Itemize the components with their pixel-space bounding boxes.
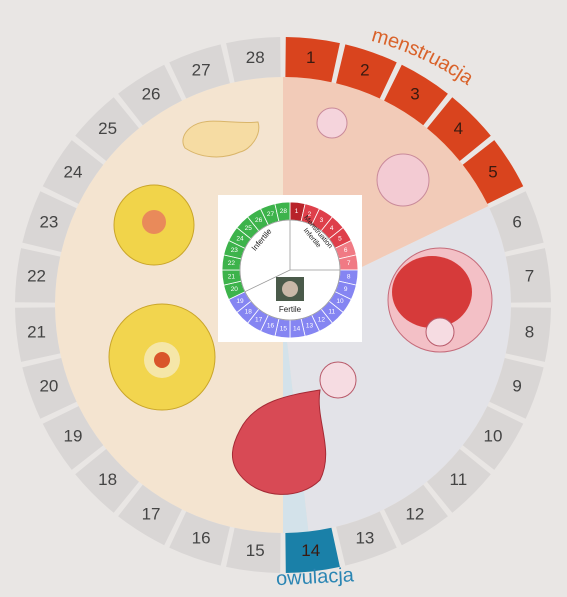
day-label: 1	[306, 48, 315, 67]
inset-day-label: 14	[293, 325, 301, 332]
day-label: 8	[525, 322, 534, 341]
inset-day-label: 11	[328, 308, 335, 315]
inset-day-label: 4	[330, 225, 334, 232]
day-label: 20	[39, 376, 58, 395]
inset-day-label: 9	[344, 286, 348, 293]
day-label: 12	[405, 504, 424, 523]
inset-label: Fertile	[279, 305, 302, 314]
inset-day-label: 12	[318, 317, 326, 324]
day-label: 3	[410, 84, 419, 103]
corpus-core	[154, 352, 170, 368]
day-label: 14	[301, 541, 320, 560]
day-label: 19	[64, 426, 83, 445]
inset-day-label: 15	[280, 325, 288, 332]
day-label: 23	[39, 213, 58, 232]
inset-day-label: 1	[295, 208, 299, 215]
oocyte	[426, 318, 454, 346]
inset-day-label: 24	[236, 235, 244, 242]
inset-day-label: 5	[338, 235, 342, 242]
day-label: 9	[512, 376, 521, 395]
inset-day-label: 27	[267, 211, 275, 218]
inset-day-label: 16	[267, 322, 275, 329]
day-label: 6	[512, 213, 521, 232]
day-label: 18	[98, 470, 117, 489]
day-label: 5	[488, 163, 497, 182]
day-label: 28	[246, 48, 265, 67]
follicle-antrum	[392, 256, 472, 328]
inset-day-label: 8	[347, 273, 351, 280]
day-label: 11	[450, 470, 468, 489]
follicle-small	[317, 108, 347, 138]
inset-day-label: 17	[255, 317, 263, 324]
inset-day-label: 22	[228, 260, 236, 267]
inset-day-label: 21	[228, 273, 236, 280]
day-label: 4	[454, 119, 463, 138]
day-label: 13	[355, 529, 374, 548]
inset-day-label: 25	[245, 225, 253, 232]
day-label: 15	[246, 541, 265, 560]
follicle	[377, 154, 429, 206]
day-label: 10	[484, 426, 503, 445]
day-label: 7	[525, 267, 534, 286]
day-label: 25	[98, 119, 117, 138]
day-label: 22	[27, 267, 46, 286]
inset-day-label: 13	[306, 322, 314, 329]
inset-icon-face	[282, 281, 298, 297]
day-label: 21	[27, 322, 46, 341]
inset-day-label: 20	[231, 286, 239, 293]
inset-day-label: 10	[336, 298, 344, 305]
inset-day-label: 26	[255, 217, 263, 224]
ovulation-label: owulacja	[276, 564, 356, 590]
inset-day-label: 3	[320, 217, 324, 224]
day-label: 17	[142, 504, 161, 523]
inset-day-label: 18	[245, 308, 253, 315]
inset-day-label: 6	[344, 247, 348, 254]
day-label: 27	[192, 60, 211, 79]
ovulated-oocyte	[320, 362, 356, 398]
day-label: 16	[192, 529, 211, 548]
inset-day-label: 7	[347, 260, 351, 267]
corpus-core	[142, 210, 166, 234]
inset-day-label: 19	[236, 298, 244, 305]
day-label: 26	[142, 84, 161, 103]
day-label: 2	[360, 60, 369, 79]
inset-day-label: 28	[280, 208, 288, 215]
cycle-diagram: 1234567891011121314151617181920212223242…	[0, 0, 567, 597]
inset-day-label: 23	[231, 247, 239, 254]
day-label: 24	[64, 163, 83, 182]
